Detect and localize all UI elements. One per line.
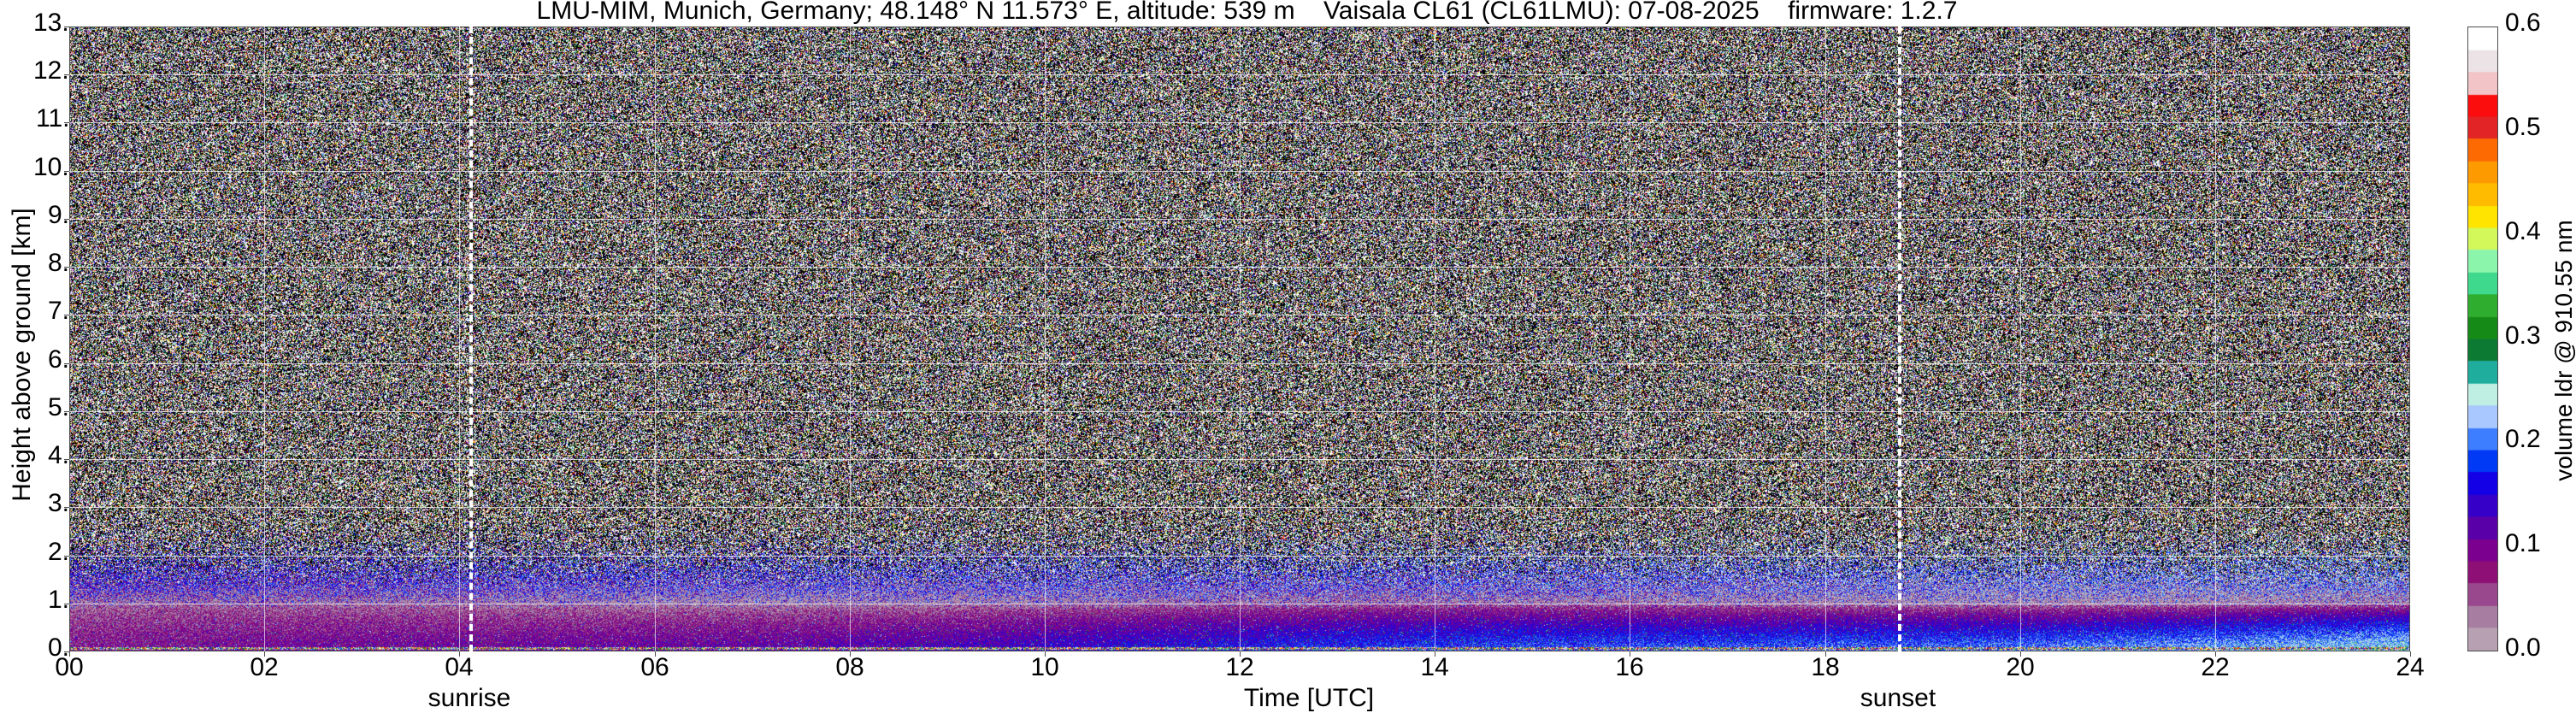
svg-text:volume ldr @ 910.55 nm: volume ldr @ 910.55 nm xyxy=(2550,220,2576,480)
svg-text:Height above ground [km]: Height above ground [km] xyxy=(8,208,36,502)
